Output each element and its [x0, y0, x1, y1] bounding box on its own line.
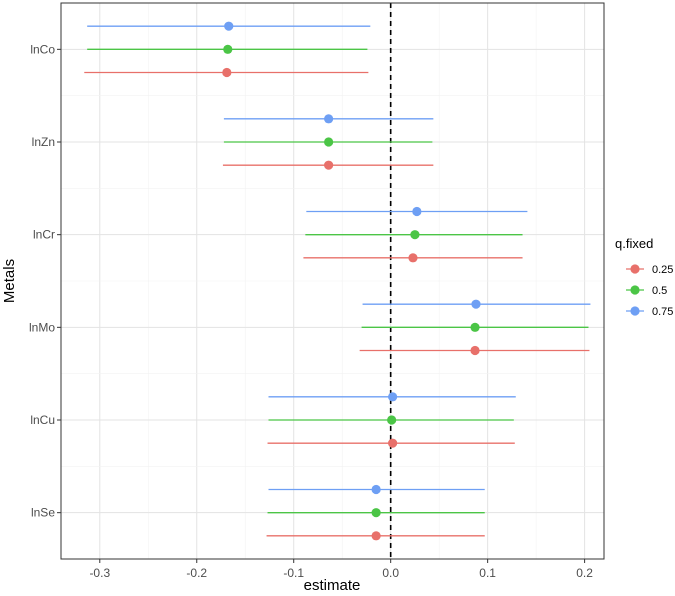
- estimate-point: [371, 484, 381, 495]
- estimate-point: [222, 67, 232, 78]
- estimate-point: [410, 230, 420, 240]
- legend-items: 0.25 0.5 0.75: [626, 264, 673, 318]
- x-tick-label: -0.1: [283, 566, 304, 580]
- estimate-point: [371, 508, 381, 518]
- legend: q.fixed 0.25 0.5 0.75: [615, 236, 673, 318]
- x-tick-label: 0.2: [576, 566, 593, 580]
- x-tick-label: -0.2: [186, 566, 207, 580]
- estimate-point: [412, 206, 422, 217]
- legend-key-point: [630, 264, 640, 274]
- legend-label: 0.25: [652, 264, 673, 276]
- y-tick-label: lnSe: [31, 506, 55, 520]
- data-layer: [84, 21, 591, 541]
- legend-label: 0.75: [652, 306, 673, 318]
- estimate-point: [324, 160, 334, 170]
- y-tick-label: lnCu: [30, 413, 55, 427]
- estimate-point: [388, 392, 398, 402]
- estimate-point: [471, 299, 481, 309]
- y-tick-label: lnCo: [30, 42, 55, 56]
- x-tick-label: 0.1: [479, 566, 496, 580]
- y-axis-title: Metals: [1, 259, 18, 303]
- legend-key-point: [630, 285, 640, 295]
- x-tick-label: -0.3: [89, 566, 110, 580]
- y-tick-label: lnZn: [32, 135, 55, 149]
- y-tick-label: lnMo: [29, 320, 55, 334]
- plot-panel-border: [60, 2, 605, 560]
- estimate-point: [387, 415, 397, 425]
- estimate-point: [388, 438, 398, 448]
- y-tick-label: lnCr: [33, 228, 55, 242]
- estimate-point: [223, 44, 233, 54]
- x-axis-ticks: -0.3 -0.2 -0.1 0.0 0.1 0.2: [89, 559, 593, 580]
- estimate-point: [324, 114, 334, 124]
- x-axis-title: estimate: [304, 577, 361, 594]
- estimate-point: [224, 21, 234, 31]
- legend-label: 0.5: [652, 285, 667, 297]
- legend-title: q.fixed: [615, 236, 653, 251]
- estimate-point: [324, 137, 334, 147]
- estimate-point: [470, 322, 480, 332]
- y-axis-ticks: lnCo lnZn lnCr lnMo lnCu lnSe: [29, 42, 61, 520]
- estimate-point: [408, 253, 418, 263]
- estimate-point: [470, 345, 480, 356]
- legend-key-point: [630, 306, 640, 316]
- x-tick-label: 0.0: [382, 566, 399, 580]
- estimate-point: [371, 531, 381, 541]
